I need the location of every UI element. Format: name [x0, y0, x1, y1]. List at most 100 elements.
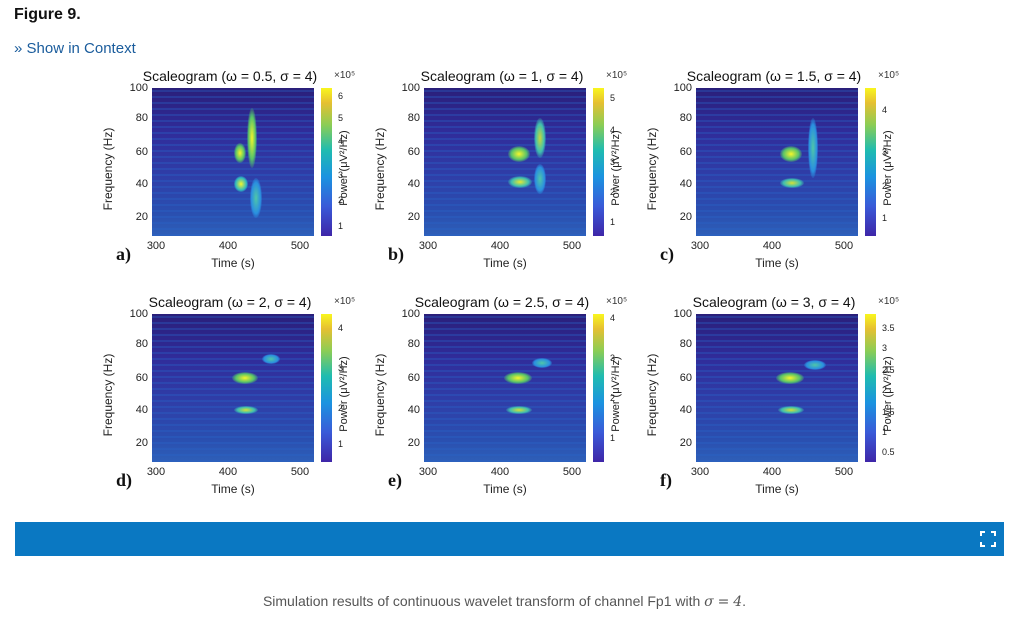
panel-title: Scaleogram (ω = 2, σ = 4) [148, 294, 312, 310]
hotspot [780, 178, 804, 188]
colorbar [865, 88, 876, 236]
colorbar-multiplier: ×10⁵ [606, 70, 628, 81]
panel-b: Scaleogram (ω = 1, σ = 4) ×10⁵ 5 4 3 2 1… [372, 66, 642, 291]
panel-title: Scaleogram (ω = 1.5, σ = 4) [686, 68, 862, 84]
colorbar-tick: 2 [882, 181, 888, 191]
x-tick: 400 [762, 466, 782, 478]
hotspot [234, 143, 246, 163]
x-tick: 500 [562, 240, 582, 252]
x-tick: 300 [690, 466, 710, 478]
colorbar [321, 88, 332, 236]
panel-letter: d) [116, 470, 133, 490]
panel-a: Scaleogram (ω = 0.5, σ = 4) ×10⁵ 6 5 4 3… [100, 66, 370, 291]
hotspot [506, 406, 532, 414]
y-tick: 60 [407, 146, 420, 158]
y-tick: 60 [679, 146, 692, 158]
y-tick: 80 [679, 112, 692, 124]
caption-end: . [742, 593, 747, 609]
y-tick: 40 [407, 404, 420, 416]
x-tick: 300 [146, 466, 166, 478]
colorbar-tick: 0.5 [882, 447, 895, 457]
y-tick: 20 [407, 437, 420, 449]
colorbar-tick: 1.5 [882, 407, 895, 417]
expand-icon[interactable] [980, 531, 996, 547]
colorbar [593, 314, 604, 462]
colorbar-tick: 1 [338, 221, 344, 231]
colorbar-tick: 2 [338, 195, 344, 205]
colorbar-label: Power (μV²/Hz) [610, 130, 622, 206]
panel-c: Scaleogram (ω = 1.5, σ = 4) ×10⁵ 4 3 2 1… [644, 66, 914, 291]
y-tick: 20 [679, 437, 692, 449]
panel-title: Scaleogram (ω = 0.5, σ = 4) [142, 68, 318, 84]
hotspot [234, 176, 248, 192]
y-tick: 40 [679, 404, 692, 416]
colorbar-multiplier: ×10⁵ [334, 296, 356, 307]
figure-label: Figure 9. [14, 6, 81, 23]
x-tick: 400 [218, 240, 238, 252]
hotspot [262, 354, 280, 364]
x-axis-label: Time (s) [211, 482, 255, 496]
panel-e: Scaleogram (ω = 2.5, σ = 4) ×10⁵ 4 3 2 1… [372, 292, 642, 517]
colorbar-multiplier: ×10⁵ [878, 296, 900, 307]
colorbar-tick: 1 [882, 427, 888, 437]
x-tick: 400 [762, 240, 782, 252]
panel-letter: a) [116, 244, 131, 264]
colorbar-tick: 3 [882, 343, 888, 353]
y-tick: 40 [407, 178, 420, 190]
hotspot [532, 358, 552, 368]
y-tick: 80 [407, 338, 420, 350]
colorbar-tick: 3 [338, 170, 344, 180]
hotspot [778, 406, 804, 414]
colorbar-tick: 2.5 [882, 365, 895, 375]
caption-text: Simulation results of continuous wavelet… [262, 593, 701, 609]
x-axis-label: Time (s) [755, 256, 799, 270]
panel-d: Scaleogram (ω = 2, σ = 4) ×10⁵ 4 3 2 1 P… [100, 292, 370, 517]
y-tick: 100 [401, 82, 420, 94]
x-tick: 300 [418, 466, 438, 478]
hotspot [534, 118, 546, 158]
colorbar [865, 314, 876, 462]
caption-equals: = [717, 594, 730, 610]
panel-letter: e) [388, 470, 402, 490]
y-axis-label: Frequency (Hz) [373, 127, 387, 211]
colorbar-label: Power (μV²/Hz) [338, 356, 350, 432]
hotspot [508, 146, 530, 162]
hotspot [508, 176, 532, 188]
colorbar-label: Power (μV²/Hz) [610, 356, 622, 432]
panel-f: Scaleogram (ω = 3, σ = 4) ×10⁵ 3.5 3 2.5… [644, 292, 914, 517]
y-tick: 80 [679, 338, 692, 350]
y-axis-label: Frequency (Hz) [645, 353, 659, 437]
x-tick: 300 [690, 240, 710, 252]
colorbar-label: Power (μV²/Hz) [338, 130, 350, 206]
scaleogram-plot [424, 88, 586, 236]
x-tick: 500 [290, 240, 310, 252]
scaleogram-plot [696, 88, 858, 236]
show-in-context-link[interactable]: » Show in Context [14, 40, 136, 57]
colorbar-multiplier: ×10⁵ [606, 296, 628, 307]
colorbar-tick: 4 [338, 323, 344, 333]
colorbar-tick: 5 [338, 113, 344, 123]
scaleogram-plot [696, 314, 858, 462]
y-tick: 100 [673, 308, 692, 320]
x-tick: 500 [834, 466, 854, 478]
y-tick: 80 [135, 112, 148, 124]
panel-letter: b) [388, 244, 405, 264]
colorbar-label: Power (μV²/Hz) [882, 130, 894, 206]
colorbar-tick: 2 [610, 393, 616, 403]
figure-caption: Simulation results of continuous wavelet… [0, 593, 1009, 610]
y-axis-label: Frequency (Hz) [645, 127, 659, 211]
colorbar-tick: 4 [882, 105, 888, 115]
x-tick: 300 [146, 240, 166, 252]
caption-sigma: σ [704, 594, 714, 610]
x-tick: 400 [490, 466, 510, 478]
y-tick: 60 [135, 146, 148, 158]
colorbar-tick: 1 [338, 439, 344, 449]
x-axis-label: Time (s) [483, 482, 527, 496]
y-tick: 20 [679, 211, 692, 223]
y-axis-label: Frequency (Hz) [101, 127, 115, 211]
hotspot [808, 118, 818, 178]
y-tick: 60 [407, 372, 420, 384]
panel-title: Scaleogram (ω = 3, σ = 4) [692, 294, 856, 310]
figure-toolbar [15, 522, 1004, 556]
hotspot [504, 372, 532, 384]
